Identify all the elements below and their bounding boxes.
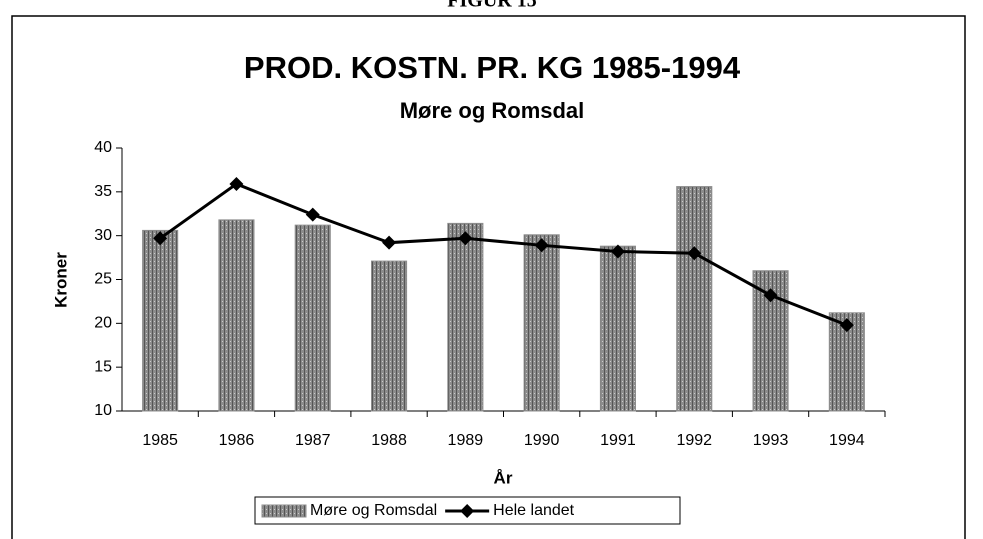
x-tick-label: 1985	[142, 432, 178, 449]
y-tick-label: 30	[94, 227, 112, 244]
chart-title: PROD. KOSTN. PR. KG 1985-1994	[244, 50, 741, 85]
bar	[218, 219, 255, 412]
x-tick-label: 1986	[219, 432, 255, 449]
line	[159, 182, 848, 327]
legend-swatch	[261, 504, 307, 518]
x-tick-label: 1992	[676, 432, 712, 449]
bar	[447, 222, 484, 412]
legend-marker	[460, 504, 475, 518]
x-tick-label: 1991	[600, 432, 636, 449]
marker	[687, 246, 702, 261]
bar	[294, 224, 331, 412]
y-tick-label: 25	[94, 271, 112, 288]
chart-frame	[11, 15, 966, 539]
x-axis-label: År	[494, 468, 513, 487]
marker	[534, 238, 549, 253]
marker	[610, 244, 625, 259]
y-tick-label: 35	[94, 183, 112, 200]
y-tick-label: 10	[94, 402, 112, 419]
bar	[599, 245, 636, 412]
bar	[523, 234, 560, 412]
bar	[142, 229, 179, 412]
chart-subtitle: Møre og Romsdal	[400, 98, 585, 123]
marker	[382, 235, 397, 250]
marker	[763, 288, 778, 303]
bar	[371, 260, 408, 412]
x-tick-label: 1990	[524, 432, 560, 449]
x-tick-label: 1994	[829, 432, 865, 449]
marker	[153, 231, 168, 246]
x-tick-label: 1988	[371, 432, 407, 449]
marker	[305, 207, 320, 222]
legend-label: Hele landet	[493, 502, 575, 519]
x-tick-label: 1989	[448, 432, 484, 449]
y-axis-label: Kroner	[51, 252, 70, 308]
figure-label: FIGUR 15	[447, 0, 536, 12]
y-tick-label: 20	[94, 315, 112, 332]
x-tick-label: 1987	[295, 432, 331, 449]
marker	[839, 318, 854, 333]
marker	[229, 176, 244, 191]
bar	[676, 186, 713, 412]
y-tick-label: 40	[94, 139, 112, 156]
x-tick-label: 1993	[753, 432, 789, 449]
legend-label: Møre og Romsdal	[310, 502, 437, 519]
y-tick-label: 15	[94, 358, 112, 375]
marker	[458, 231, 473, 246]
